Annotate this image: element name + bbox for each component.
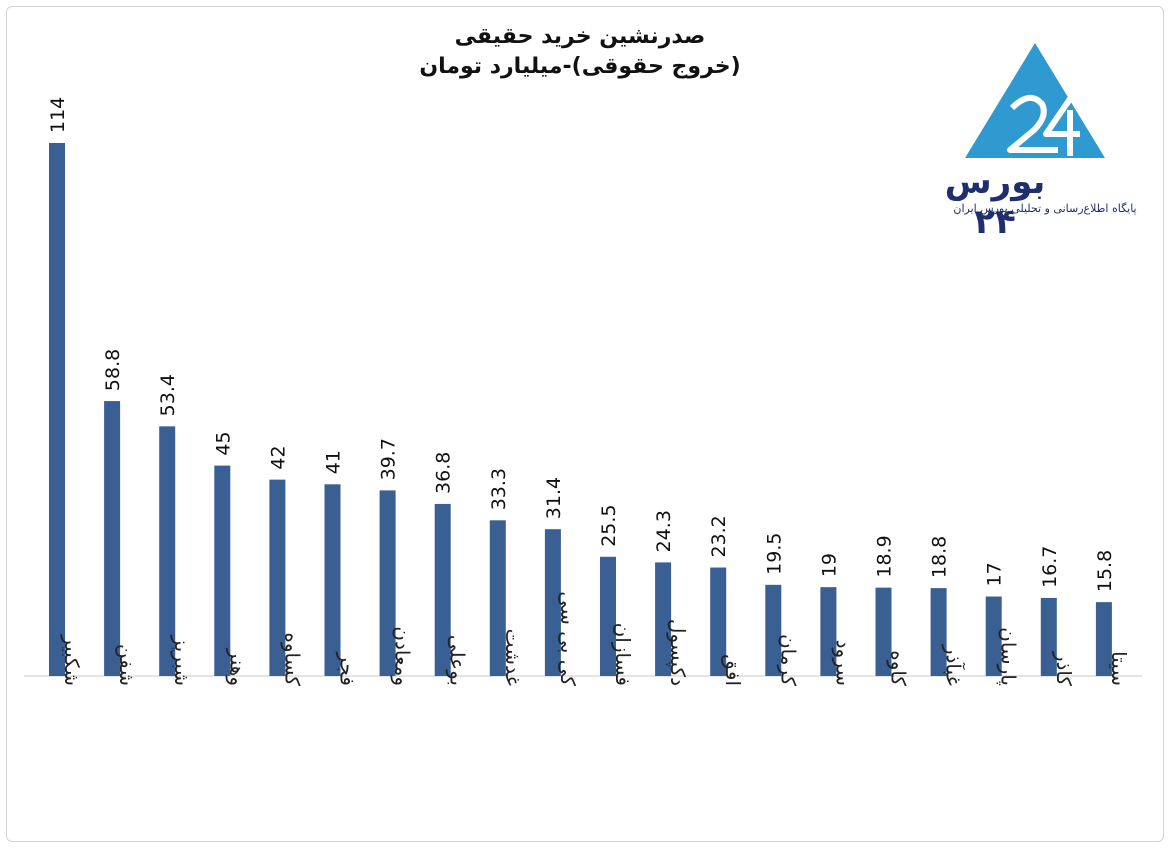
value-label: 31.4 — [543, 477, 565, 519]
value-label: 114 — [47, 97, 69, 133]
bar — [324, 484, 341, 676]
category-label: پارسان — [996, 627, 1021, 686]
bar — [710, 567, 727, 676]
bar — [1040, 597, 1057, 676]
bar — [875, 587, 892, 676]
category-label: غدشت — [501, 629, 525, 686]
value-label: 18.9 — [874, 535, 896, 577]
chart-title-line1: صدرنشین خرید حقیقی — [454, 24, 706, 49]
category-label: کاوه — [887, 650, 911, 686]
bar — [434, 503, 451, 676]
category-label: وهنر — [225, 648, 249, 686]
bar — [104, 401, 121, 676]
category-label: دکپسول — [665, 619, 690, 686]
value-label: 25.5 — [598, 504, 620, 546]
value-label: 17 — [984, 562, 1006, 586]
category-label: فسازان — [611, 623, 635, 686]
value-label: 33.3 — [488, 468, 510, 510]
category-label: سیتا — [1107, 651, 1131, 686]
bar — [765, 584, 782, 676]
value-label: 58.8 — [102, 349, 124, 391]
bar — [379, 490, 396, 676]
bar — [985, 596, 1002, 676]
bar — [1095, 602, 1112, 676]
value-label: 41 — [323, 450, 345, 474]
category-label: کاذر — [1052, 651, 1076, 687]
value-label: 18.8 — [929, 536, 951, 578]
category-label: غبآذر — [942, 644, 967, 686]
value-label: 15.8 — [1094, 550, 1116, 592]
chart-frame — [6, 6, 1164, 842]
value-label: 19 — [818, 553, 840, 577]
bar — [214, 465, 231, 676]
bar — [655, 562, 672, 676]
bar — [159, 426, 176, 676]
value-label: 24.3 — [653, 510, 675, 552]
logo-name: بورس ۲۴ — [944, 162, 1046, 242]
bar — [269, 479, 286, 676]
value-label: 45 — [212, 431, 234, 455]
value-label: 16.7 — [1039, 546, 1061, 588]
bar — [600, 556, 616, 676]
value-label: 42 — [267, 445, 289, 469]
category-label: کی بی سی — [556, 591, 580, 686]
value-label: 23.2 — [708, 515, 730, 557]
category-label: شبریز — [170, 635, 194, 686]
category-label: شکبیر — [60, 634, 84, 686]
category-label: بوعلی — [446, 635, 470, 686]
logo-triangle-icon — [965, 43, 1105, 158]
bourse24-logo: بورس ۲۴ پایگاه اطلاع‌رسانی و تحلیلی بورس… — [930, 38, 1160, 242]
category-label: شفن — [115, 644, 139, 686]
category-label: افق — [721, 654, 745, 686]
value-label: 53.4 — [157, 374, 179, 416]
category-label: کرمان — [776, 634, 800, 687]
bar — [930, 588, 947, 676]
category-label: ومعادن — [391, 626, 415, 686]
category-label: فجر — [336, 651, 360, 686]
bar — [544, 529, 561, 676]
logo-tagline: پایگاه اطلاع‌رسانی و تحلیلی بورس ایران — [953, 202, 1137, 215]
value-label: 39.7 — [378, 438, 400, 480]
category-label: سرود — [831, 640, 855, 686]
bar — [489, 520, 506, 676]
chart-title-line2: (خروج حقوقی)-میلیارد تومان — [419, 54, 741, 79]
category-label: کساوه — [280, 632, 304, 686]
value-label: 36.8 — [433, 452, 455, 494]
value-label: 19.5 — [763, 533, 785, 575]
bar — [820, 587, 837, 676]
bar — [49, 143, 65, 676]
